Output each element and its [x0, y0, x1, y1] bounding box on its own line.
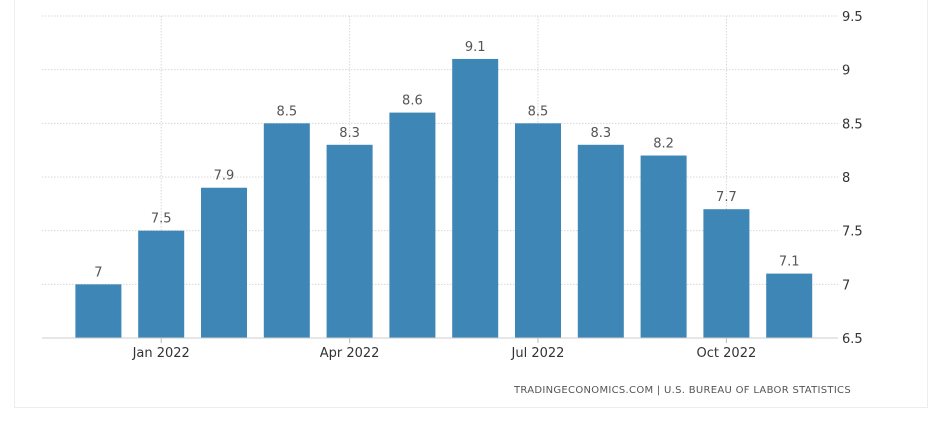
x-tick-label: Oct 2022 — [697, 346, 757, 361]
y-tick-label: 8.5 — [842, 117, 863, 132]
y-tick-label: 7 — [842, 278, 850, 293]
data-labels: 7 7.5 7.9 8.5 8.3 8.6 9.1 8.5 8.3 8.2 7.7 7.1 — [94, 40, 799, 280]
data-label: 9.1 — [465, 40, 486, 55]
bars — [75, 58, 813, 338]
data-label: 7.1 — [779, 255, 800, 270]
bar — [389, 112, 436, 338]
bar — [640, 155, 687, 338]
bar — [201, 187, 247, 338]
x-axis-ticks: Jan 2022 Apr 2022 Jul 2022 Oct 2022 — [132, 338, 757, 361]
bar — [75, 284, 122, 338]
x-tick-label: Jul 2022 — [511, 346, 565, 361]
bar — [326, 144, 373, 338]
data-label: 8.5 — [276, 104, 297, 119]
bar — [452, 58, 499, 338]
bar — [138, 230, 185, 338]
bar — [515, 123, 561, 338]
bar — [703, 209, 750, 338]
y-axis-ticks: 9.5 9 8.5 8 7.5 7 6.5 — [842, 10, 863, 347]
data-label: 7.9 — [214, 169, 235, 184]
x-tick-label: Jan 2022 — [132, 346, 190, 361]
y-tick-label: 9.5 — [842, 10, 863, 25]
data-label: 7.7 — [716, 190, 737, 205]
y-tick-label: 9 — [842, 64, 850, 79]
source-credit: TRADINGECONOMICS.COM | U.S. BUREAU OF LA… — [513, 385, 851, 396]
bar — [766, 273, 813, 338]
y-tick-label: 8 — [842, 171, 850, 186]
data-label: 7.5 — [151, 212, 172, 227]
data-label: 8.3 — [590, 126, 611, 141]
y-tick-label: 6.5 — [842, 332, 863, 347]
data-label: 8.6 — [402, 94, 423, 109]
data-label: 8.5 — [528, 104, 549, 119]
bar — [263, 123, 310, 338]
y-tick-label: 7.5 — [842, 225, 863, 240]
bar — [577, 144, 624, 338]
data-label: 8.3 — [339, 126, 360, 141]
x-tick-label: Apr 2022 — [320, 346, 380, 361]
data-label: 8.2 — [653, 137, 674, 152]
data-label: 7 — [94, 265, 102, 280]
